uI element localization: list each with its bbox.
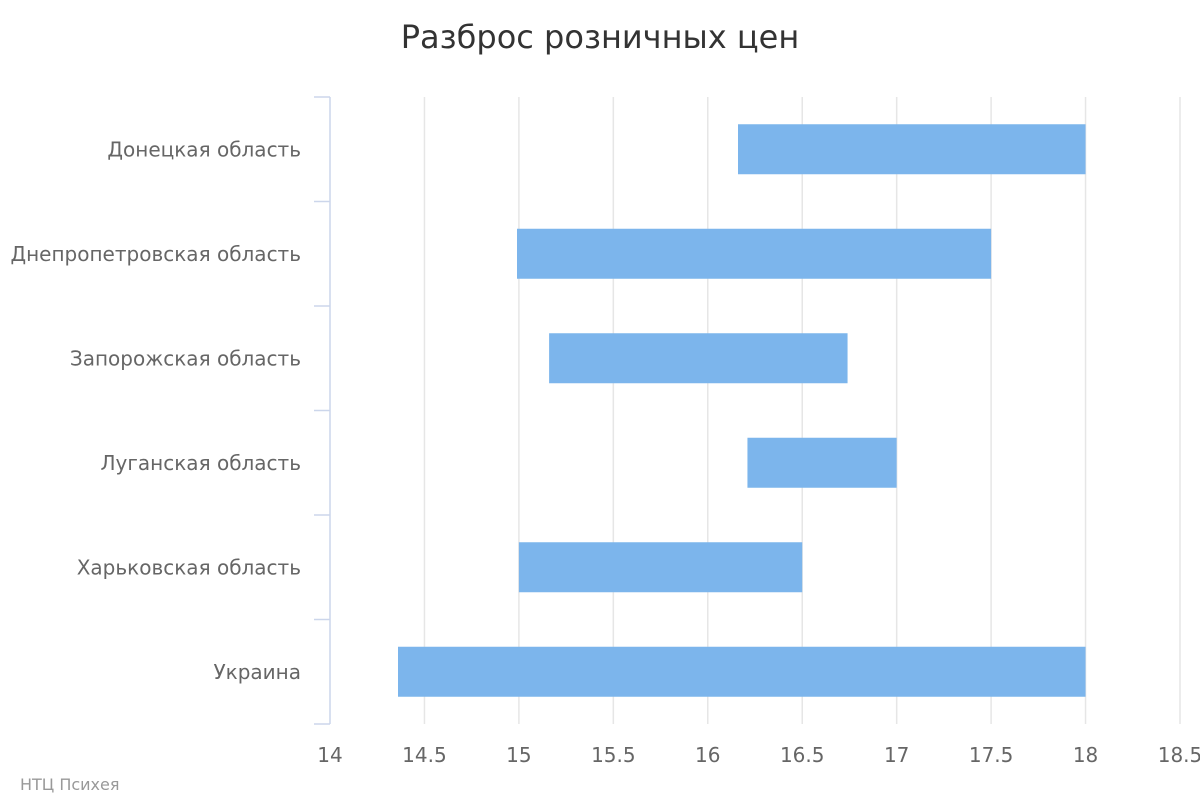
x-tick-label: 15	[506, 743, 531, 767]
x-tick-label: 15.5	[591, 743, 636, 767]
x-tick-label: 18	[1073, 743, 1098, 767]
x-tick-label: 14.5	[402, 743, 447, 767]
category-label: Луганская область	[101, 451, 301, 475]
x-tick-label: 17.5	[969, 743, 1014, 767]
x-tick-label: 17	[884, 743, 909, 767]
x-tick-label: 16	[695, 743, 720, 767]
range-bar[interactable]	[549, 333, 848, 384]
range-bar[interactable]	[398, 646, 1086, 697]
category-label: Украина	[213, 660, 301, 684]
chart-credit: НТЦ Психея	[20, 775, 119, 794]
range-bar[interactable]	[747, 437, 897, 488]
category-label: Харьковская область	[77, 555, 301, 579]
category-label: Запорожская область	[70, 346, 301, 370]
x-tick-label: 14	[317, 743, 342, 767]
range-bar[interactable]	[738, 124, 1086, 175]
range-bar[interactable]	[517, 228, 992, 279]
category-labels: Донецкая область Днепропетровская область…	[10, 137, 301, 684]
x-tick-labels: 14 14.5 15 15.5 16 16.5 17 17.5 18 18.5	[317, 743, 1200, 767]
grid-lines	[423, 97, 1181, 724]
category-label: Днепропетровская область	[10, 242, 301, 266]
category-axis	[314, 96, 331, 725]
bar-series	[398, 124, 1086, 697]
x-tick-label: 16.5	[780, 743, 825, 767]
category-label: Донецкая область	[107, 137, 301, 161]
range-bar[interactable]	[518, 542, 803, 593]
chart-title: Разброс розничных цен	[401, 18, 800, 56]
x-tick-label: 18.5	[1158, 743, 1200, 767]
